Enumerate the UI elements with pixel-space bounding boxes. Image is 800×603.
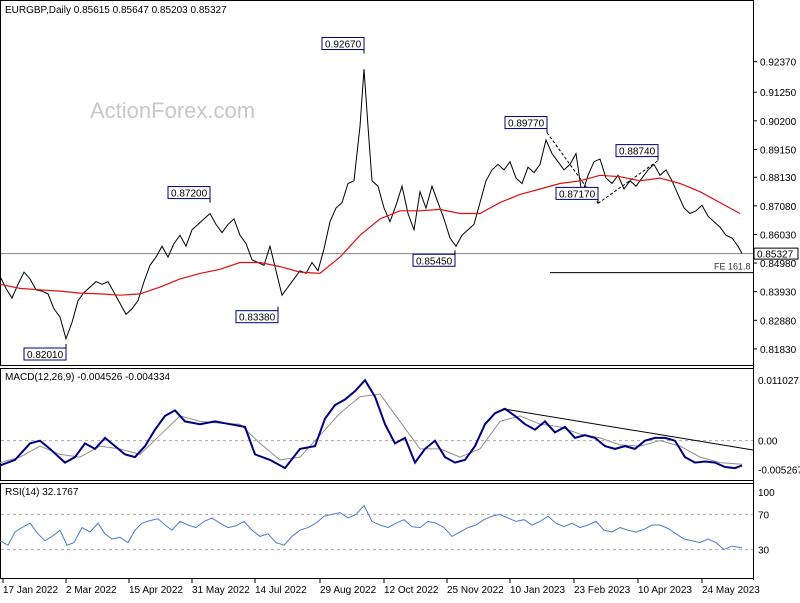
main-y-tick-label: 0.91250 — [760, 88, 797, 99]
price-series — [0, 69, 743, 341]
macd-signal-series — [0, 393, 743, 465]
x-tick-label: 24 May 2023 — [702, 585, 760, 596]
price-label-text: 0.92670 — [325, 40, 362, 51]
rsi-series — [0, 504, 743, 551]
moving-average-series — [0, 174, 741, 296]
price-label-text: 0.83380 — [239, 313, 276, 324]
macd-title: MACD(12,26,9) -0.004526 -0.004334 — [5, 372, 171, 383]
main-y-tick-label: 0.86030 — [760, 230, 797, 241]
rsi-y-ticks: 100 70 30 — [758, 488, 775, 557]
macd-panel-frame — [0, 368, 754, 481]
macd-trendline — [502, 408, 754, 451]
x-tick-label: 10 Apr 2023 — [638, 585, 692, 596]
price-label-box — [321, 37, 365, 51]
rsi-title: RSI(14) 32.1767 — [5, 487, 79, 498]
price-label-box — [412, 253, 456, 267]
x-tick-label: 29 Aug 2022 — [320, 585, 377, 596]
price-label-box — [555, 186, 599, 200]
x-tick-label: 17 Jan 2022 — [3, 585, 58, 596]
price-label-text: 0.85450 — [416, 256, 453, 267]
current-price-box — [753, 247, 799, 260]
main-y-tick-label: 0.88130 — [760, 173, 797, 184]
main-y-tick-label: 0.87080 — [760, 202, 797, 213]
main-panel-frame — [0, 0, 754, 366]
main-y-ticks: 0.92370 0.91250 0.90200 0.89150 0.88130 0.870… — [753, 58, 797, 356]
main-y-tick-label: 0.89150 — [760, 145, 797, 156]
x-tick-label: 10 Jan 2023 — [510, 585, 565, 596]
rsi-y-tick-label: 70 — [758, 510, 770, 521]
price-labels: 0.92670 0.87200 0.83380 0.82010 0.85450 0.897… — [23, 37, 659, 361]
main-y-tick-label: 0.84980 — [760, 259, 797, 270]
main-y-tick-label: 0.92370 — [760, 58, 797, 69]
x-ticks: 17 Jan 2022 2 Mar 2022 15 Apr 2022 31 May 2… — [2, 579, 760, 596]
x-tick-label: 23 Feb 2023 — [574, 585, 631, 596]
price-label-text: 0.88740 — [619, 147, 656, 158]
current-price-text: 0.85327 — [757, 250, 794, 261]
macd-series — [0, 378, 743, 470]
macd-y-ticks: 0.011027 0.00 -0.005267 — [758, 376, 800, 476]
price-label-box — [615, 144, 659, 158]
x-tick-label: 14 Jul 2022 — [255, 585, 307, 596]
rsi-y-tick-label: 100 — [758, 488, 775, 499]
price-label-text: 0.89770 — [508, 119, 545, 130]
x-tick-label: 12 Oct 2022 — [384, 585, 439, 596]
price-label-text: 0.82010 — [27, 350, 64, 361]
rsi-y-tick-label: 30 — [758, 546, 770, 557]
macd-y-tick-label: -0.005267 — [758, 466, 800, 477]
main-y-tick-label: 0.83930 — [760, 288, 797, 299]
main-y-tick-label: 0.82880 — [760, 316, 797, 327]
main-y-tick-label: 0.90200 — [760, 117, 797, 128]
macd-y-tick-label: 0.00 — [758, 437, 778, 448]
main-chart-title: EURGBP,Daily 0.85615 0.85647 0.85203 0.8… — [5, 5, 227, 16]
watermark: ActionForex.com — [90, 98, 255, 123]
main-y-tick-label: 0.81830 — [760, 345, 797, 356]
x-tick-label: 25 Nov 2022 — [447, 585, 504, 596]
dashed-connector-2 — [597, 160, 659, 204]
x-tick-label: 31 May 2022 — [192, 585, 250, 596]
x-tick-label: 15 Apr 2022 — [129, 585, 183, 596]
macd-y-tick-label: 0.011027 — [758, 376, 799, 387]
x-tick-label: 2 Mar 2022 — [66, 585, 117, 596]
price-label-box — [167, 186, 211, 200]
current-price-tag: 0.85327 — [753, 247, 799, 261]
price-label-box — [504, 116, 548, 130]
price-label-box — [23, 347, 67, 361]
price-label-box — [235, 310, 279, 324]
fe-label: FE 161.8 — [714, 262, 751, 272]
price-label-text: 0.87170 — [559, 189, 596, 200]
price-label-text: 0.87200 — [171, 189, 208, 200]
